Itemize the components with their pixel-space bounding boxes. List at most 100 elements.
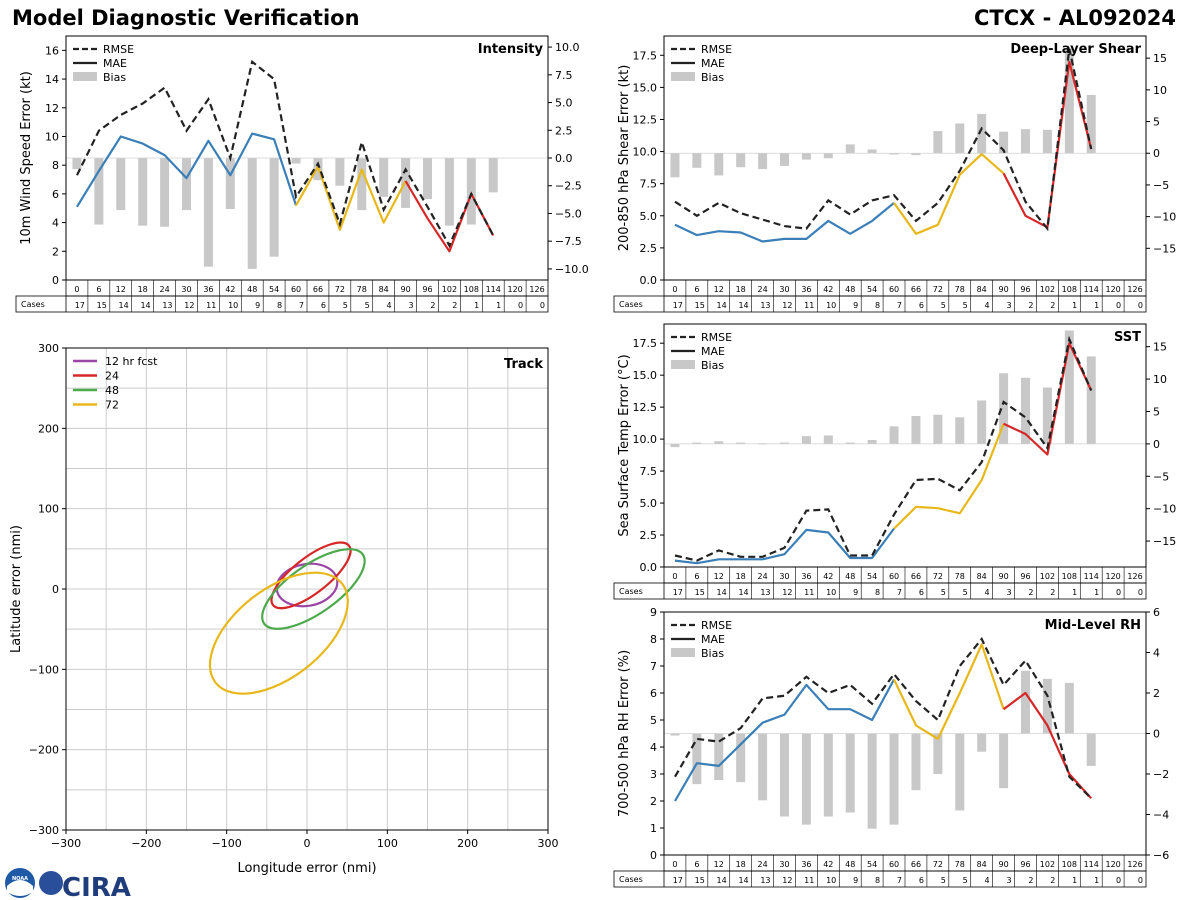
table-case-cell: 9 bbox=[853, 301, 858, 310]
table-hour-cell: 96 bbox=[422, 285, 432, 294]
table-hour-cell: 54 bbox=[867, 572, 877, 581]
table-hour-cell: 102 bbox=[1040, 572, 1055, 581]
shear-bias-bar bbox=[714, 153, 724, 176]
table-hour-cell: 66 bbox=[911, 285, 921, 294]
table-hour-cell: 30 bbox=[181, 285, 191, 294]
table-hour-cell: 108 bbox=[464, 285, 479, 294]
track-xtick-label: −300 bbox=[51, 837, 81, 850]
table-cases-row bbox=[613, 870, 1147, 888]
track-xtick-label: 0 bbox=[304, 837, 311, 850]
sst-bias-bar bbox=[780, 442, 789, 444]
table-hour-cell: 6 bbox=[694, 285, 699, 294]
table-case-cell: 4 bbox=[985, 876, 990, 885]
table-case-cell: 14 bbox=[717, 588, 727, 597]
table-hour-cell: 114 bbox=[1084, 285, 1099, 294]
table-case-cell: 11 bbox=[804, 876, 814, 885]
sst-legend-bias: Bias bbox=[701, 359, 724, 372]
table-hour-cell: 36 bbox=[801, 285, 811, 294]
table-case-cell: 6 bbox=[321, 301, 326, 310]
rh-mae-line-mid bbox=[893, 643, 1005, 741]
table-cases-label: Cases bbox=[619, 587, 643, 596]
shear-bias-bar bbox=[845, 144, 855, 154]
rh-y2tick-label: −2 bbox=[1153, 768, 1169, 781]
table-hour-cell: 126 bbox=[1127, 572, 1142, 581]
table-case-cell: 15 bbox=[695, 588, 705, 597]
shear-mae-line-early bbox=[674, 202, 895, 243]
table-case-cell: 13 bbox=[760, 876, 770, 885]
table-hour-cell: 126 bbox=[1127, 860, 1142, 869]
intensity-bias-bar bbox=[247, 158, 257, 269]
track-xtick-label: −100 bbox=[212, 837, 242, 850]
table-hour-cell: 48 bbox=[247, 285, 257, 294]
intensity-y2tick-label: −2.5 bbox=[555, 180, 582, 193]
table-hour-cell: 96 bbox=[1020, 285, 1030, 294]
sst-bias-bar bbox=[845, 442, 855, 444]
rh-bias-bar bbox=[670, 733, 680, 736]
intensity-bias-bar bbox=[357, 158, 367, 211]
track-ytick-label: 200 bbox=[38, 422, 59, 435]
csu-emblem-icon bbox=[39, 871, 63, 895]
track-ellipse-1 bbox=[270, 541, 352, 610]
sst-cases-table: 0 6 12 18 24 30 36 42 48 54 60 66 72 78 84 90 96 102 108 11… bbox=[613, 566, 1147, 600]
table-hour-cell: 24 bbox=[757, 285, 767, 294]
table-hour-cell: 102 bbox=[1040, 285, 1055, 294]
sst-bias-bar bbox=[1064, 330, 1074, 444]
rh-bias-bar bbox=[823, 733, 833, 817]
shear-bias-bar bbox=[955, 123, 965, 154]
table-case-cell: 1 bbox=[1094, 876, 1099, 885]
rh-legend-rmse: RMSE bbox=[701, 619, 732, 632]
table-case-cell: 1 bbox=[496, 301, 501, 310]
table-case-cell: 0 bbox=[1138, 876, 1143, 885]
table-hour-cell: 36 bbox=[203, 285, 213, 294]
table-case-cell: 2 bbox=[1028, 301, 1033, 310]
table-case-cell: 9 bbox=[255, 301, 260, 310]
track-ytick-label: −200 bbox=[29, 744, 59, 757]
track-xtick-label: 200 bbox=[457, 837, 478, 850]
table-case-cell: 4 bbox=[985, 301, 990, 310]
track-ytick-label: 0 bbox=[52, 583, 59, 596]
intensity-legend-bias: Bias bbox=[103, 71, 126, 84]
intensity-mae-line-late bbox=[404, 180, 495, 253]
table-hour-cell: 72 bbox=[933, 572, 943, 581]
table-hour-cell: 48 bbox=[845, 285, 855, 294]
intensity-bias-bar bbox=[291, 158, 301, 164]
table-hour-cell: 60 bbox=[291, 285, 301, 294]
shear-y2tick-label: 5 bbox=[1153, 116, 1160, 129]
table-case-cell: 17 bbox=[673, 301, 683, 310]
shear-ytick-label: 0.0 bbox=[640, 274, 658, 287]
intensity-bias-bar bbox=[488, 158, 498, 193]
track-ytick-label: 100 bbox=[38, 503, 59, 516]
table-case-cell: 11 bbox=[804, 588, 814, 597]
track-xtick-label: 100 bbox=[377, 837, 398, 850]
table-case-cell: 7 bbox=[299, 301, 304, 310]
table-case-cell: 15 bbox=[695, 876, 705, 885]
track-ytick-label: −100 bbox=[29, 663, 59, 676]
shear-ytick-label: 17.5 bbox=[633, 49, 658, 62]
table-case-cell: 17 bbox=[673, 588, 683, 597]
shear-bias-bar bbox=[801, 153, 811, 160]
shear-bias-bar bbox=[977, 113, 987, 154]
shear-y2tick-label: 15 bbox=[1153, 52, 1167, 65]
shear-ytick-label: 7.5 bbox=[640, 178, 658, 191]
table-case-cell: 12 bbox=[184, 301, 194, 310]
table-hour-cell: 114 bbox=[486, 285, 501, 294]
shear-ytick-label: 15.0 bbox=[633, 81, 658, 94]
table-cases-row bbox=[613, 295, 1147, 313]
intensity-bias-bar bbox=[72, 158, 82, 170]
table-case-cell: 15 bbox=[97, 301, 107, 310]
rh-bias-bar bbox=[977, 733, 987, 752]
table-cases-row bbox=[613, 582, 1147, 600]
intensity-legend-rmse: RMSE bbox=[103, 43, 134, 56]
table-hour-cell: 0 bbox=[672, 860, 677, 869]
table-case-cell: 3 bbox=[1006, 588, 1011, 597]
noaa-label: NOAA bbox=[12, 876, 28, 882]
table-case-cell: 10 bbox=[826, 301, 836, 310]
sst-bias-bar bbox=[736, 442, 746, 444]
sst-bias-bar bbox=[867, 439, 877, 444]
shear-legend-rmse: RMSE bbox=[701, 43, 732, 56]
table-hour-cell: 114 bbox=[1084, 572, 1099, 581]
table-case-cell: 0 bbox=[1116, 301, 1121, 310]
table-hour-cell: 12 bbox=[714, 285, 724, 294]
rh-bias-bar bbox=[999, 733, 1009, 789]
sst-ytick-label: 5.0 bbox=[640, 497, 658, 510]
